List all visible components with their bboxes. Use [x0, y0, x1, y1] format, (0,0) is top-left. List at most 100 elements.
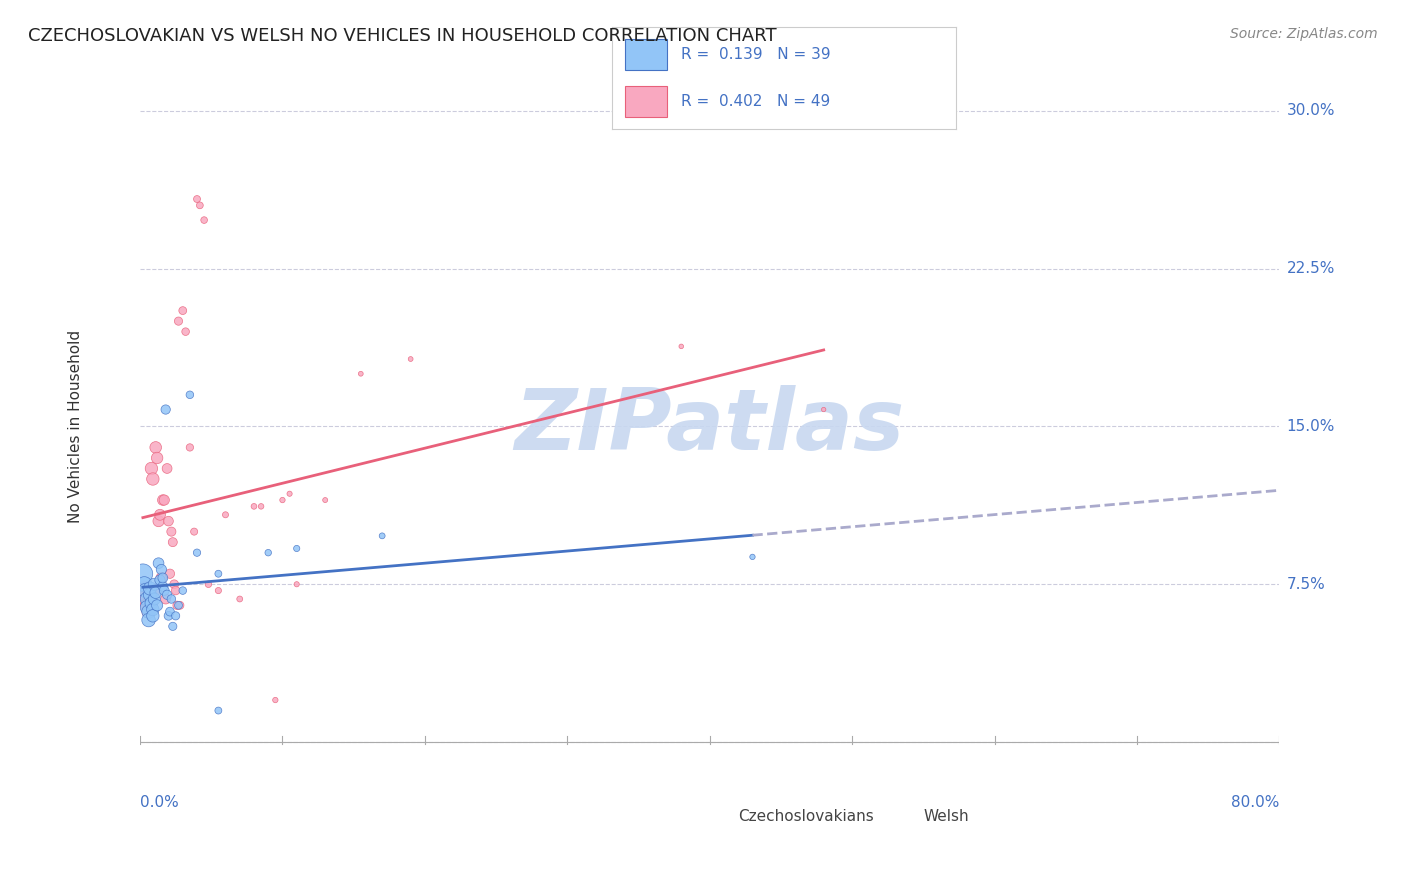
Point [229, 592, 252, 607]
FancyBboxPatch shape [626, 87, 666, 117]
Point [134, 577, 156, 591]
Point [143, 592, 166, 607]
Point [146, 450, 169, 465]
Point [207, 583, 229, 598]
Point [160, 592, 183, 607]
Point [136, 592, 159, 607]
Point [285, 577, 308, 591]
Point [163, 577, 186, 591]
Point [132, 566, 155, 581]
Point [271, 493, 294, 508]
Point [149, 573, 172, 587]
Point [165, 608, 187, 623]
Point [152, 579, 174, 593]
Point [278, 487, 301, 501]
Text: 7.5%: 7.5% [1286, 577, 1326, 591]
Point [143, 583, 166, 598]
Point [157, 514, 180, 528]
Point [148, 556, 170, 570]
Point [138, 605, 160, 619]
FancyBboxPatch shape [626, 39, 666, 70]
Point [207, 566, 229, 581]
Point [166, 599, 188, 613]
Point [167, 314, 190, 328]
Text: Czechoslovakians: Czechoslovakians [738, 810, 875, 824]
Point [741, 549, 763, 564]
Point [139, 588, 162, 602]
Point [169, 599, 191, 613]
Point [314, 493, 336, 508]
Point [371, 529, 394, 543]
Point [250, 500, 273, 514]
Point [138, 613, 160, 627]
Point [150, 562, 173, 576]
Point [162, 619, 184, 633]
Point [160, 524, 183, 539]
Text: No Vehicles in Household: No Vehicles in Household [69, 330, 83, 523]
Point [153, 583, 176, 598]
Point [214, 508, 236, 522]
Point [179, 388, 201, 402]
Point [350, 367, 373, 381]
Text: R =  0.139   N = 39: R = 0.139 N = 39 [681, 47, 830, 62]
Point [193, 213, 215, 227]
Point [264, 693, 287, 707]
Point [188, 198, 211, 212]
Point [159, 605, 181, 619]
Point [155, 592, 177, 607]
Point [162, 535, 184, 549]
Point [172, 583, 194, 598]
Point [156, 461, 179, 475]
Point [186, 546, 208, 560]
Point [165, 583, 187, 598]
Point [134, 582, 156, 596]
FancyBboxPatch shape [682, 789, 717, 826]
Point [174, 325, 197, 339]
Point [135, 588, 157, 602]
Point [186, 192, 208, 206]
Point [138, 605, 160, 619]
Point [142, 472, 165, 486]
Point [135, 583, 157, 598]
Point [671, 339, 693, 353]
Point [142, 608, 165, 623]
Text: ZIPatlas: ZIPatlas [515, 384, 905, 468]
Point [139, 582, 162, 596]
Point [285, 541, 308, 556]
Point [152, 493, 174, 508]
Point [145, 441, 167, 455]
Point [136, 600, 159, 615]
Point [156, 588, 179, 602]
Point [157, 608, 180, 623]
Point [159, 566, 181, 581]
Point [141, 461, 163, 475]
Point [142, 602, 165, 616]
Point [150, 571, 173, 585]
Point [179, 441, 201, 455]
Point [146, 599, 169, 613]
Point [136, 599, 159, 613]
Point [145, 585, 167, 599]
Text: Welsh: Welsh [924, 810, 969, 824]
Point [167, 599, 190, 613]
Point [243, 500, 266, 514]
Text: Source: ZipAtlas.com: Source: ZipAtlas.com [1230, 27, 1378, 41]
Point [399, 351, 422, 366]
Point [132, 592, 155, 607]
Text: 22.5%: 22.5% [1286, 261, 1334, 276]
Point [257, 546, 280, 560]
Point [183, 524, 205, 539]
Text: 0.0%: 0.0% [141, 795, 179, 810]
FancyBboxPatch shape [873, 789, 910, 826]
Point [141, 596, 163, 610]
Point [172, 303, 194, 318]
Point [149, 508, 172, 522]
Point [155, 402, 177, 417]
Text: 30.0%: 30.0% [1286, 103, 1336, 118]
Point [207, 704, 229, 718]
Point [143, 577, 166, 591]
Text: 80.0%: 80.0% [1232, 795, 1279, 810]
Point [139, 592, 162, 607]
Point [152, 571, 174, 585]
Point [197, 577, 219, 591]
